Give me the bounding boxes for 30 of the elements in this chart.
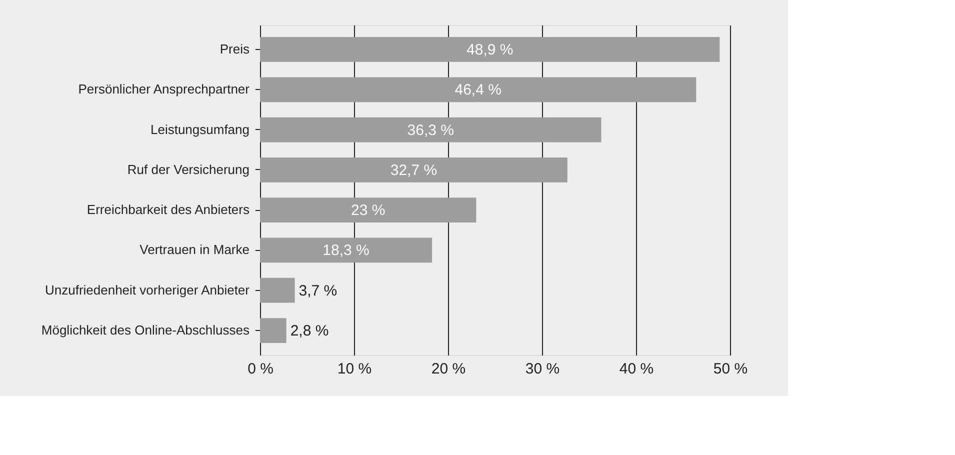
x-tick-label: 10 % <box>337 360 372 378</box>
bar <box>260 278 295 303</box>
bar <box>260 77 696 102</box>
data-label: 18,3 % <box>322 242 370 260</box>
x-tick-label: 0 % <box>248 360 274 378</box>
y-tick-label: Leistungsumfang <box>150 122 250 137</box>
bar <box>260 318 286 343</box>
y-tick-label: Möglichkeit des Online-Abschlusses <box>41 322 250 338</box>
bar <box>260 198 476 223</box>
y-tick-label: Ruf der Versicherung <box>127 162 250 177</box>
data-label: 3,7 % <box>298 282 338 300</box>
x-tick-label: 30 % <box>525 360 560 378</box>
bar <box>260 117 602 142</box>
y-tick-label: Preis <box>220 41 250 56</box>
bar <box>260 37 720 62</box>
bar <box>260 157 568 182</box>
data-label: 46,4 % <box>454 82 502 99</box>
data-label: 23 % <box>351 202 386 220</box>
y-tick-label: Persönlicher Ansprechpartner <box>78 82 250 97</box>
data-label: 2,8 % <box>290 322 329 340</box>
x-tick-label: 50 % <box>713 360 748 378</box>
y-tick-label: Vertrauen in Marke <box>140 242 250 258</box>
x-tick-label: 20 % <box>431 360 466 378</box>
data-label: 48,9 % <box>466 41 514 58</box>
data-label: 32,7 % <box>390 162 438 179</box>
bar <box>260 238 432 263</box>
data-label: 36,3 % <box>407 122 454 139</box>
y-tick-label: Erreichbarkeit des Anbieters <box>86 202 250 218</box>
x-tick-label: 40 % <box>619 360 654 378</box>
y-tick-label: Unzufriedenheit vorheriger Anbieter <box>44 282 250 298</box>
